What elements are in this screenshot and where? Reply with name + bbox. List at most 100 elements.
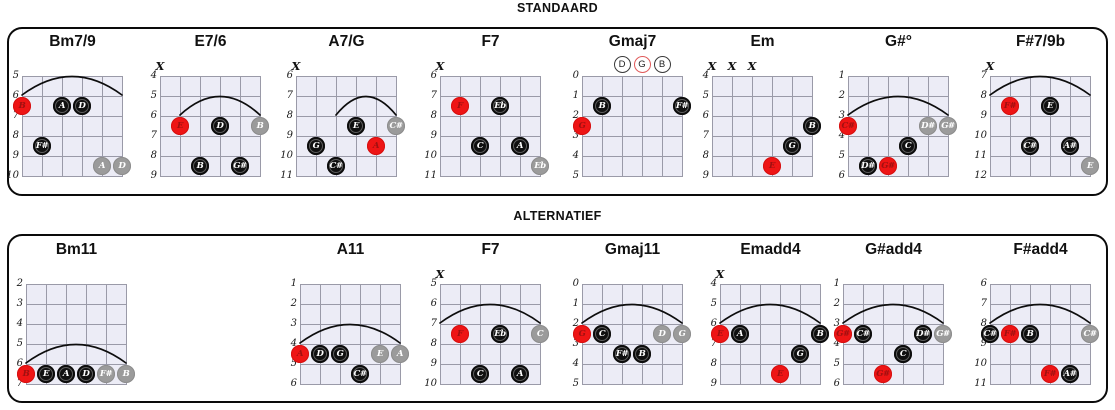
red-note-dot: F [451, 325, 469, 343]
chord-emadd4: Emadd4 4 5 6 7 8 9 X E A B G E [711, 241, 829, 389]
chord-bm11: Bm11 2 3 4 5 6 7 B E A D F# B [17, 241, 135, 389]
fret-number: 8 [710, 358, 717, 369]
fret-number: 6 [833, 378, 840, 389]
black-note-dot: C [894, 345, 912, 363]
chord-name: F7 [481, 241, 500, 258]
chord-name: Bm11 [55, 241, 98, 258]
fret-number: 4 [702, 70, 709, 81]
red-note-dot: B [13, 97, 31, 115]
open-note-circle: G [633, 56, 651, 73]
fret-number: 3 [572, 130, 579, 141]
muted-string-icon: X [155, 59, 165, 73]
fret-number: 7 [16, 378, 23, 389]
fret-number: 6 [290, 378, 297, 389]
chord-f-7-9b: F#7/9b 7 8 9 10 11 12 X F# E C# A# E [974, 33, 1099, 181]
black-note-dot: D [211, 117, 229, 135]
black-note-dot: C# [981, 325, 999, 343]
red-note-dot: A [291, 345, 309, 363]
black-note-dot: E [37, 365, 55, 383]
chord-gmaj7: Gmaj7 0 1 2 3 4 5 D G B B F# G [573, 33, 691, 181]
fret-number: 3 [833, 318, 840, 329]
fret-number: 4 [150, 70, 157, 81]
fret-number: 5 [572, 170, 579, 181]
fret-number: 4 [572, 358, 579, 369]
fret-number: 2 [290, 298, 297, 309]
gray-note-dot: G [673, 325, 691, 343]
red-note-dot: F# [1001, 325, 1019, 343]
fret-number: 4 [290, 338, 297, 349]
fret-number: 9 [150, 170, 157, 181]
chord-f7: F7 6 7 8 9 10 11 X F Eb C A Eb [424, 33, 549, 181]
black-note-dot: A [511, 365, 529, 383]
gray-note-dot: A [391, 345, 409, 363]
fret-number: 2 [572, 318, 579, 329]
muted-string-icon: X [747, 59, 757, 73]
black-note-dot: C# [1021, 137, 1039, 155]
fret-number: 5 [702, 90, 709, 101]
red-note-dot: E [171, 117, 189, 135]
fret-number: 4 [572, 150, 579, 161]
fret-number: 1 [838, 70, 845, 81]
black-note-dot: A [511, 137, 529, 155]
fret-number: 6 [980, 278, 987, 289]
fret-number: 9 [430, 130, 437, 141]
fretboard-grid [296, 76, 397, 177]
chord-name: Bm7/9 [49, 33, 96, 50]
fret-number: 6 [150, 110, 157, 121]
red-note-dot: F# [1041, 365, 1059, 383]
fret-number: 8 [430, 110, 437, 121]
black-note-dot: D [77, 365, 95, 383]
red-note-dot: A [367, 137, 385, 155]
muted-string-icon: X [291, 59, 301, 73]
black-note-dot: G [783, 137, 801, 155]
fret-number: 9 [710, 378, 717, 389]
gray-note-dot: G# [939, 117, 957, 135]
fret-number: 6 [702, 110, 709, 121]
fret-number: 7 [150, 130, 157, 141]
black-note-dot: B [1021, 325, 1039, 343]
fret-number: 10 [424, 378, 437, 389]
black-note-dot: Eb [491, 325, 509, 343]
fret-number: 2 [572, 110, 579, 121]
gray-note-dot: B [251, 117, 269, 135]
fret-number: 11 [974, 150, 987, 161]
chord-name: E7/6 [194, 33, 227, 50]
chord-name: F7 [481, 33, 500, 50]
fret-number: 8 [150, 150, 157, 161]
chord-name: Emadd4 [740, 241, 801, 258]
chord-name: A11 [336, 241, 365, 258]
fret-number: 9 [286, 130, 293, 141]
section-title: STANDAARD [517, 1, 598, 15]
fret-number: 7 [286, 90, 293, 101]
fret-number: 8 [430, 338, 437, 349]
fret-number: 8 [980, 90, 987, 101]
gray-note-dot: A [93, 157, 111, 175]
fret-number: 1 [833, 278, 840, 289]
black-note-dot: F# [613, 345, 631, 363]
fret-number: 3 [838, 110, 845, 121]
chord-name: Em [750, 33, 775, 50]
fret-number: 6 [16, 358, 23, 369]
chord-em: Em 4 5 6 7 8 9 X X X B G E [703, 33, 821, 181]
fret-number: 7 [702, 130, 709, 141]
open-note-circle: D [613, 56, 631, 73]
muted-string-icon: X [707, 59, 717, 73]
black-note-dot: E [1041, 97, 1059, 115]
black-note-dot: C [593, 325, 611, 343]
chord-name: Gmaj7 [608, 33, 657, 50]
gray-note-dot: E [1081, 157, 1099, 175]
muted-string-icon: X [715, 267, 725, 281]
fret-number: 1 [572, 90, 579, 101]
black-note-dot: B [191, 157, 209, 175]
chord-a11: A11 1 2 3 4 5 6 A D G E A C# [291, 241, 409, 389]
black-note-dot: G [331, 345, 349, 363]
red-note-dot: G [573, 325, 591, 343]
fret-number: 2 [833, 298, 840, 309]
fret-number: 11 [974, 378, 987, 389]
black-note-dot: C# [327, 157, 345, 175]
fret-number: 8 [702, 150, 709, 161]
fret-number: 7 [710, 338, 717, 349]
gray-note-dot: B [117, 365, 135, 383]
fret-number: 5 [838, 150, 845, 161]
fret-number: 5 [572, 378, 579, 389]
